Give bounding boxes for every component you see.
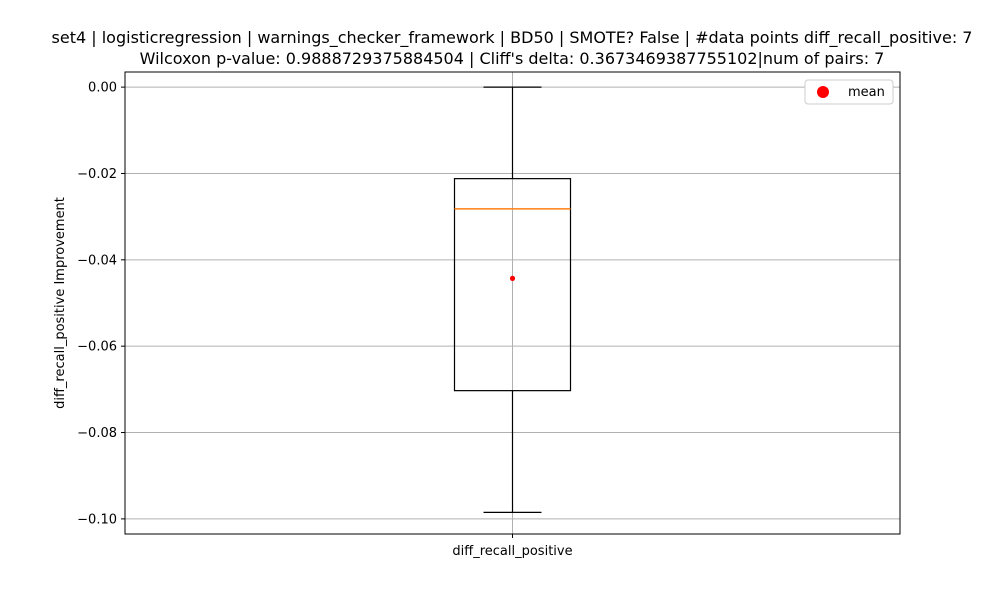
- box-layer: [453, 86, 572, 514]
- chart-title-line-1: set4 | logisticregression | warnings_che…: [52, 28, 973, 48]
- y-axis-ticks: 0.00 −0.02 −0.04 −0.06 −0.08 −0.10: [77, 81, 125, 527]
- box-diff_recall_positive: [453, 86, 572, 514]
- y-tick-label: −0.06: [77, 340, 117, 355]
- x-tick-label: diff_recall_positive: [452, 544, 572, 559]
- x-axis-ticks: diff_recall_positive: [452, 534, 573, 559]
- chart-title: set4 | logisticregression | warnings_che…: [52, 28, 973, 68]
- y-tick-label: −0.08: [77, 426, 117, 441]
- legend: mean: [804, 79, 894, 105]
- legend-mean-label: mean: [848, 85, 885, 100]
- y-tick-label: −0.02: [77, 167, 117, 182]
- y-tick-label: −0.10: [77, 512, 117, 527]
- y-tick-label: −0.04: [77, 253, 117, 268]
- y-tick-label: 0.00: [88, 81, 117, 96]
- legend-mean-marker: [817, 86, 829, 98]
- iqr-box: [453, 178, 572, 392]
- chart-title-line-2: Wilcoxon p-value: 0.9888729375884504 | C…: [140, 49, 885, 68]
- mean-marker: [509, 275, 516, 281]
- legend-frame: [804, 79, 894, 105]
- y-axis-label: diff_recall_positive Improvement: [53, 197, 68, 409]
